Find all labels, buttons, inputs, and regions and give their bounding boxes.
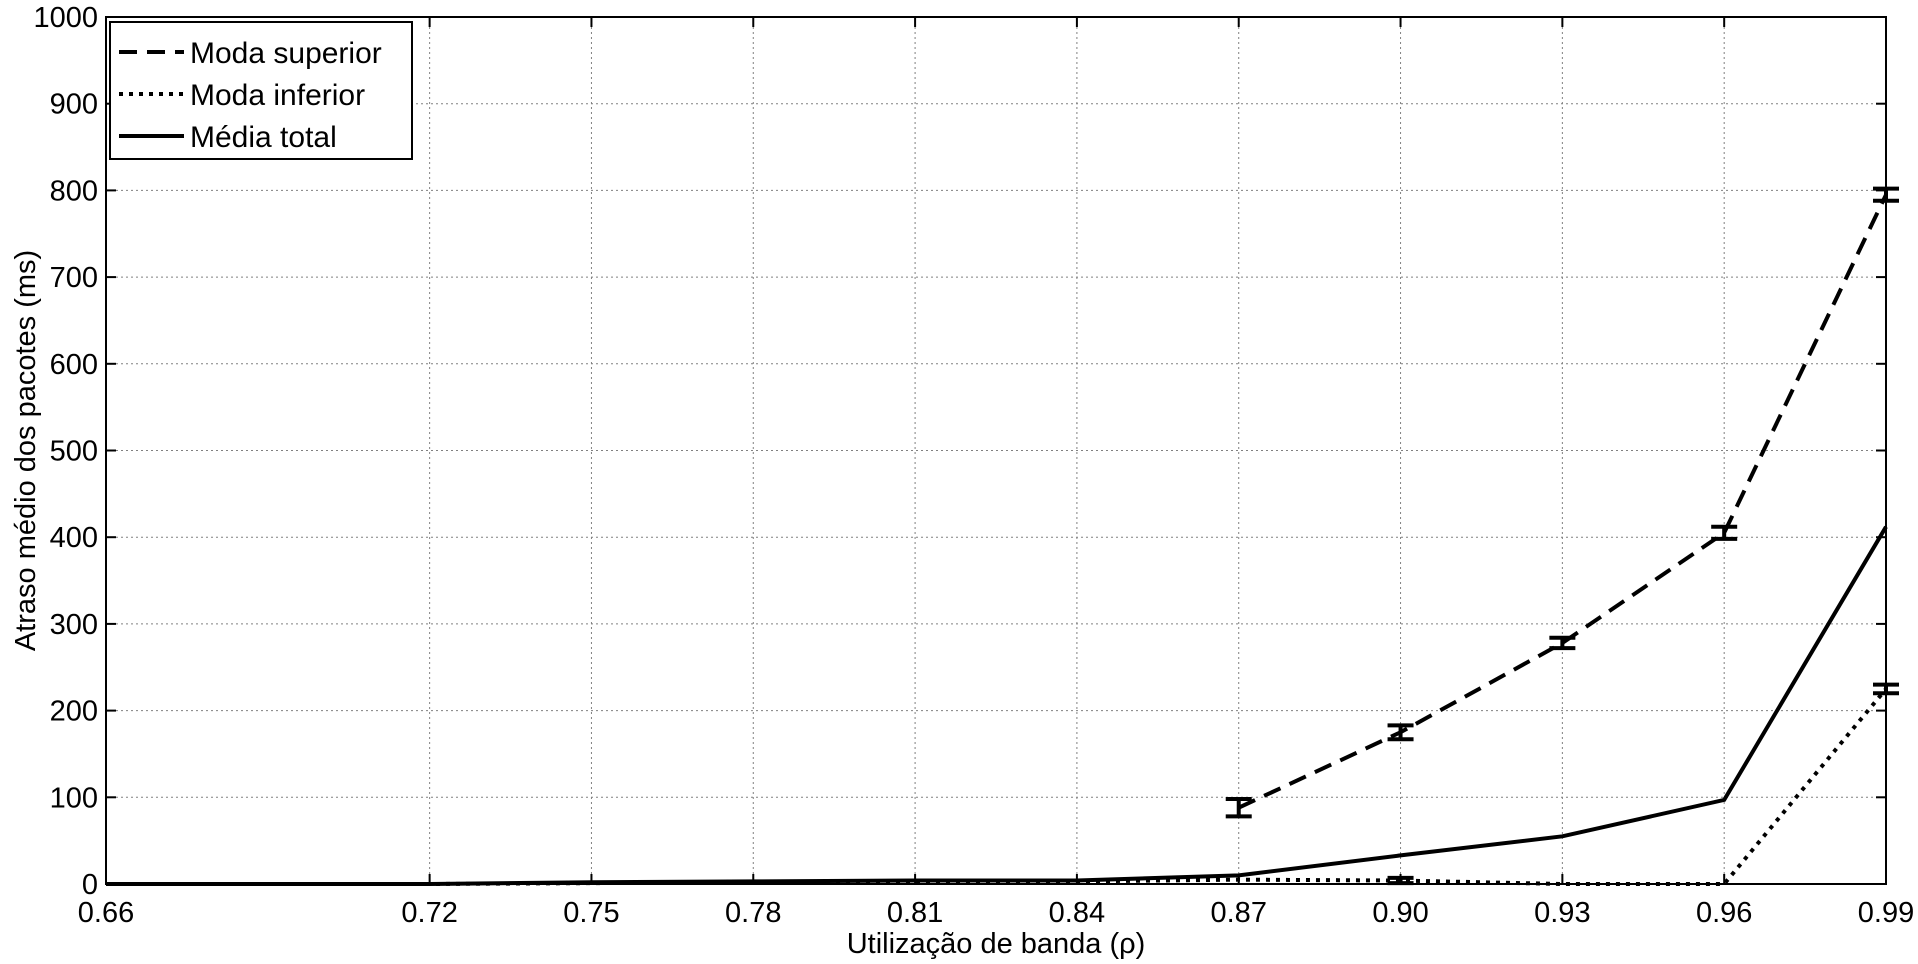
x-tick-label: 0.75 [563, 897, 619, 929]
y-tick-label: 500 [50, 436, 98, 468]
x-tick-label: 0.66 [78, 897, 134, 929]
y-tick-label: 0 [82, 869, 98, 901]
y-axis-label: Atraso médio dos pacotes (ms) [10, 250, 42, 651]
x-axis-label: Utilização de banda (ρ) [847, 928, 1146, 960]
ticks: 0.66 0.72 0.75 0.78 0.81 0.84 0.87 0.90 0.93 0.96… [33, 2, 1914, 929]
legend-entry-moda-inferior: Moda inferior [190, 79, 365, 112]
y-tick-label: 400 [50, 522, 98, 554]
x-tick-label: 0.93 [1534, 897, 1590, 929]
y-tick-label: 900 [50, 89, 98, 121]
y-tick-label: 800 [50, 175, 98, 207]
y-tick-label: 700 [50, 262, 98, 294]
x-tick-label: 0.87 [1211, 897, 1267, 929]
y-tick-label: 100 [50, 782, 98, 814]
y-tick-label: 200 [50, 696, 98, 728]
x-tick-label: 0.99 [1858, 897, 1914, 929]
x-tick-label: 0.78 [725, 897, 781, 929]
x-tick-label: 0.96 [1696, 897, 1752, 929]
y-tick-label: 1000 [33, 2, 98, 34]
x-tick-label: 0.81 [887, 897, 943, 929]
legend-entry-media-total: Média total [190, 121, 337, 154]
x-tick-label: 0.84 [1049, 897, 1105, 929]
legend: Moda superior Moda inferior Média total [109, 21, 413, 160]
y-tick-label: 300 [50, 609, 98, 641]
legend-entry-moda-superior: Moda superior [190, 37, 382, 70]
series-line [1237, 193, 1888, 810]
x-tick-label: 0.72 [401, 897, 457, 929]
y-tick-label: 600 [50, 349, 98, 381]
x-tick-label: 0.90 [1372, 897, 1428, 929]
